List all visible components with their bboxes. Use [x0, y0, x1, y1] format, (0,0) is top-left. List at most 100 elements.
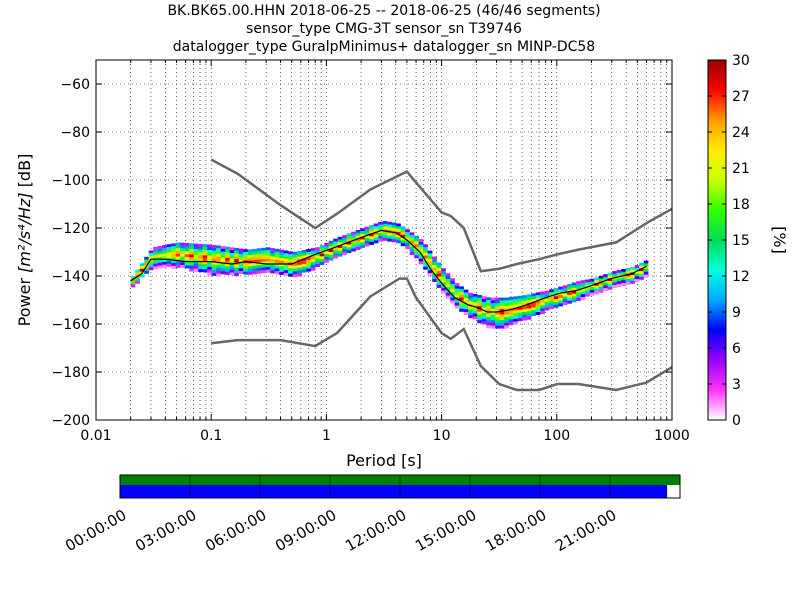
heat-cell — [270, 259, 275, 263]
heat-cell — [225, 255, 230, 259]
heat-cell — [369, 236, 374, 240]
heat-cell — [162, 245, 167, 249]
heat-cell — [436, 270, 442, 274]
heat-cell — [351, 248, 356, 252]
heat-cell — [193, 263, 199, 267]
heat-cell — [301, 252, 307, 256]
heat-cell — [157, 248, 163, 252]
heat-cell — [472, 293, 478, 297]
heat-cell — [274, 257, 280, 261]
heat-cell — [630, 278, 635, 281]
heat-cell — [535, 298, 541, 301]
heat-cell — [504, 303, 509, 307]
heat-cell — [499, 325, 505, 329]
heat-cell — [463, 295, 469, 299]
heat-cell — [369, 230, 374, 234]
heat-cell — [297, 250, 302, 254]
heat-cell — [418, 250, 424, 254]
heat-cell — [369, 239, 374, 243]
heat-cell — [585, 279, 590, 283]
heat-cell — [468, 312, 473, 316]
heat-cell — [157, 259, 163, 263]
heat-cell — [504, 297, 509, 301]
heat-cell — [630, 269, 635, 273]
heat-cell — [468, 306, 473, 310]
heat-cell — [261, 253, 266, 257]
heat-cell — [355, 232, 361, 236]
heat-cell — [324, 245, 329, 249]
time-label: 21:00:00 — [552, 506, 619, 555]
heat-cell — [625, 270, 631, 274]
heat-cell — [274, 265, 280, 269]
heat-cell — [229, 258, 235, 262]
heat-cell — [409, 252, 415, 255]
time-ticks — [119, 475, 611, 498]
heat-cell — [225, 271, 230, 275]
heat-cell — [198, 252, 203, 256]
heat-cell — [522, 317, 527, 321]
heat-cell — [297, 262, 302, 266]
heat-cell — [225, 246, 230, 250]
heat-cell — [243, 249, 248, 253]
heat-cell — [495, 325, 500, 329]
heat-cell — [639, 262, 644, 266]
heat-cell — [310, 250, 316, 254]
heat-cell — [526, 313, 532, 317]
heat-cell — [630, 275, 635, 279]
heat-cell — [234, 273, 239, 277]
heat-cell — [463, 306, 469, 310]
heat-cell — [216, 265, 221, 269]
heat-cell — [418, 239, 424, 242]
heat-cell — [589, 292, 595, 296]
heat-cell — [580, 291, 586, 295]
heat-cell — [418, 258, 424, 262]
heat-cell — [351, 242, 356, 246]
heat-cell — [265, 266, 271, 270]
heat-cell — [247, 252, 253, 256]
heat-cell — [594, 288, 599, 292]
heat-cell — [351, 237, 356, 241]
heat-cell — [180, 248, 185, 252]
heat-cell — [562, 285, 568, 289]
heat-cell — [355, 238, 361, 242]
heat-cell — [342, 237, 347, 241]
heat-cell — [427, 273, 433, 276]
heat-cell — [153, 249, 158, 253]
heat-cell — [418, 255, 424, 259]
heat-cell — [558, 300, 563, 304]
heat-cell — [445, 295, 451, 299]
heat-cell — [454, 302, 460, 306]
heat-cell — [436, 284, 442, 288]
x-tick-label: 0.1 — [200, 428, 222, 444]
heat-cell — [621, 280, 626, 284]
heat-cell — [549, 306, 554, 310]
heat-cell — [432, 270, 437, 274]
colorbar-tick-label: 24 — [732, 125, 750, 141]
heat-cell — [454, 285, 460, 289]
heat-cell — [198, 246, 203, 250]
heat-cell — [558, 297, 563, 301]
heat-cell — [508, 299, 514, 303]
heat-cell — [423, 247, 428, 251]
heat-cell — [576, 283, 581, 287]
heat-cell — [400, 232, 406, 235]
heat-cell — [522, 298, 527, 301]
heat-cell — [459, 294, 464, 298]
heat-cell — [513, 318, 518, 322]
heat-cell — [292, 263, 298, 266]
heat-cell — [580, 288, 586, 292]
heat-cell — [634, 267, 640, 271]
heat-cell — [387, 233, 392, 236]
heat-cell — [504, 317, 509, 321]
heat-cell — [279, 272, 284, 275]
heat-cell — [639, 268, 644, 272]
heat-cell — [319, 253, 325, 257]
chart-title: BK.BK65.00.HHN 2018-06-25 -- 2018-06-25 … — [96, 2, 672, 56]
heat-cell — [598, 287, 604, 290]
heat-cell — [481, 307, 487, 311]
heat-cell — [148, 264, 154, 268]
heat-cell — [513, 302, 518, 305]
heat-cell — [265, 264, 271, 268]
heat-cell — [166, 249, 172, 253]
heat-cell — [405, 229, 410, 233]
